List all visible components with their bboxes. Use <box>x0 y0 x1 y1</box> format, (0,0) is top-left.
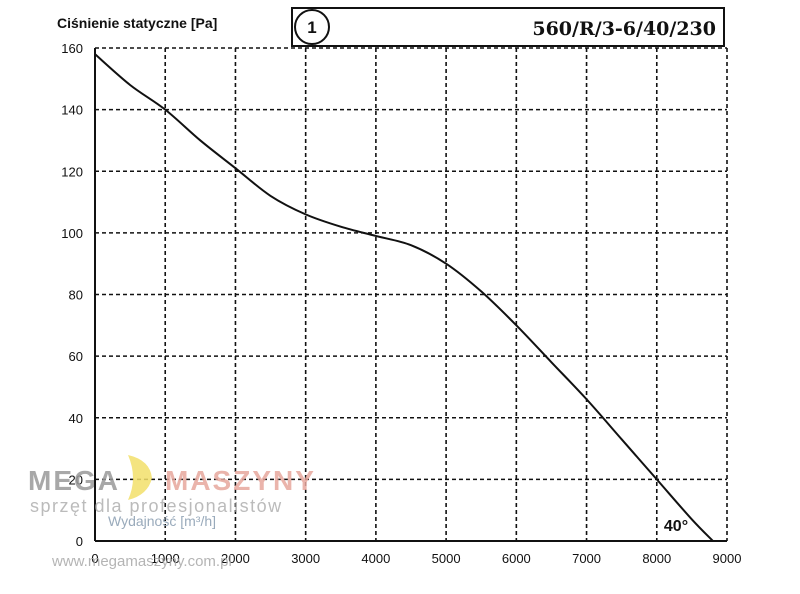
watermark-tagline: sprzęt dla profesjonalistów <box>30 496 283 516</box>
x-tick-label: 1000 <box>151 551 180 566</box>
y-tick-label: 100 <box>61 226 83 241</box>
y-tick-label: 140 <box>61 103 83 118</box>
model-box-frame <box>291 7 725 47</box>
watermark-url: www.megamaszyny.com.pl <box>51 553 232 570</box>
watermark: MEGA MASZYNY sprzęt dla profesjonalistów… <box>28 455 316 570</box>
model-box: 1 560/R/3-6/40/230 <box>291 7 725 47</box>
y-tick-label: 40 <box>69 411 83 426</box>
x-tick-label: 9000 <box>713 551 742 566</box>
chart-title: 560/R/3-6/40/230 <box>532 18 716 40</box>
axes <box>94 48 727 542</box>
x-tick-label: 4000 <box>361 551 390 566</box>
y-tick-label: 160 <box>61 41 83 56</box>
x-tick-label: 0 <box>91 551 98 566</box>
y-axis-label: Ciśnienie statyczne [Pa] <box>57 15 217 31</box>
y-tick-label: 80 <box>69 288 83 303</box>
x-tick-label: 5000 <box>432 551 461 566</box>
x-axis-label: Wydajność [m³/h] <box>108 513 216 529</box>
x-tick-labels: 0 1000 2000 3000 4000 5000 6000 7000 8000 9000 <box>91 551 741 566</box>
grid-lines <box>95 47 728 541</box>
watermark-brand-left: MEGA <box>28 465 120 496</box>
y-tick-labels: 0 20 40 60 80 100 120 140 160 <box>61 41 83 549</box>
y-tick-label: 120 <box>61 164 83 179</box>
y-tick-label: 60 <box>69 349 83 364</box>
curve-number: 1 <box>307 18 316 37</box>
watermark-logo-icon <box>128 455 152 500</box>
x-tick-label: 2000 <box>221 551 250 566</box>
watermark-brand-right: MASZYNY <box>165 465 316 496</box>
x-tick-label: 6000 <box>502 551 531 566</box>
y-tick-label: 20 <box>69 472 83 487</box>
curve-number-badge <box>294 9 330 45</box>
x-tick-label: 7000 <box>572 551 601 566</box>
x-tick-label: 8000 <box>642 551 671 566</box>
x-tick-label: 3000 <box>291 551 320 566</box>
y-tick-label: 0 <box>76 534 83 549</box>
performance-curve <box>94 53 714 542</box>
series-group <box>94 53 714 542</box>
blade-angle-annotation: 40° <box>664 518 688 535</box>
